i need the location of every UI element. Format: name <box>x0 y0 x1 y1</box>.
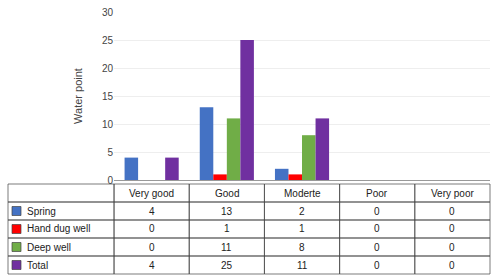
svg-text:4: 4 <box>149 206 155 217</box>
svg-text:0: 0 <box>449 260 455 271</box>
svg-text:0: 0 <box>374 260 380 271</box>
svg-text:4: 4 <box>149 260 155 271</box>
svg-text:Hand dug well: Hand dug well <box>27 223 90 234</box>
svg-text:15: 15 <box>102 91 114 102</box>
svg-text:13: 13 <box>221 206 233 217</box>
svg-text:25: 25 <box>221 260 233 271</box>
svg-text:0: 0 <box>449 242 455 253</box>
svg-text:Spring: Spring <box>27 206 56 217</box>
svg-text:1: 1 <box>224 223 230 234</box>
svg-text:Good: Good <box>215 188 239 199</box>
svg-text:10: 10 <box>102 119 114 130</box>
svg-text:Deep well: Deep well <box>27 242 71 253</box>
svg-text:0: 0 <box>374 242 380 253</box>
svg-text:0: 0 <box>107 175 113 186</box>
svg-text:0: 0 <box>374 206 380 217</box>
svg-text:8: 8 <box>299 242 305 253</box>
svg-text:Very good: Very good <box>129 188 174 199</box>
svg-text:30: 30 <box>102 7 114 18</box>
svg-text:2: 2 <box>299 206 305 217</box>
svg-text:0: 0 <box>449 206 455 217</box>
svg-text:Very poor: Very poor <box>431 188 474 199</box>
svg-text:0: 0 <box>149 242 155 253</box>
svg-text:1: 1 <box>299 223 305 234</box>
svg-text:0: 0 <box>374 223 380 234</box>
svg-text:Water point: Water point <box>72 68 84 124</box>
svg-text:20: 20 <box>102 63 114 74</box>
svg-text:11: 11 <box>297 260 308 271</box>
svg-text:0: 0 <box>149 223 155 234</box>
svg-text:25: 25 <box>102 35 114 46</box>
svg-text:5: 5 <box>107 147 113 158</box>
svg-text:Moderte: Moderte <box>284 188 321 199</box>
svg-text:Total: Total <box>27 260 48 271</box>
svg-text:Poor: Poor <box>366 188 388 199</box>
svg-text:11: 11 <box>221 242 232 253</box>
svg-text:0: 0 <box>449 223 455 234</box>
